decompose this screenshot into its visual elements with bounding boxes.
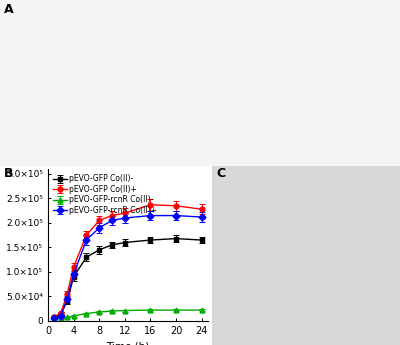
Text: C: C <box>216 167 225 180</box>
Text: A: A <box>4 3 14 17</box>
X-axis label: Time (h): Time (h) <box>106 341 150 345</box>
Legend: pEVO-GFP Co(II)-, pEVO-GFP Co(II)+, pEVO-GFP-rcnR Co(II)-, pEVO-GFP-rcnR Co(II)+: pEVO-GFP Co(II)-, pEVO-GFP Co(II)+, pEVO… <box>52 173 159 217</box>
Text: B: B <box>4 167 14 180</box>
